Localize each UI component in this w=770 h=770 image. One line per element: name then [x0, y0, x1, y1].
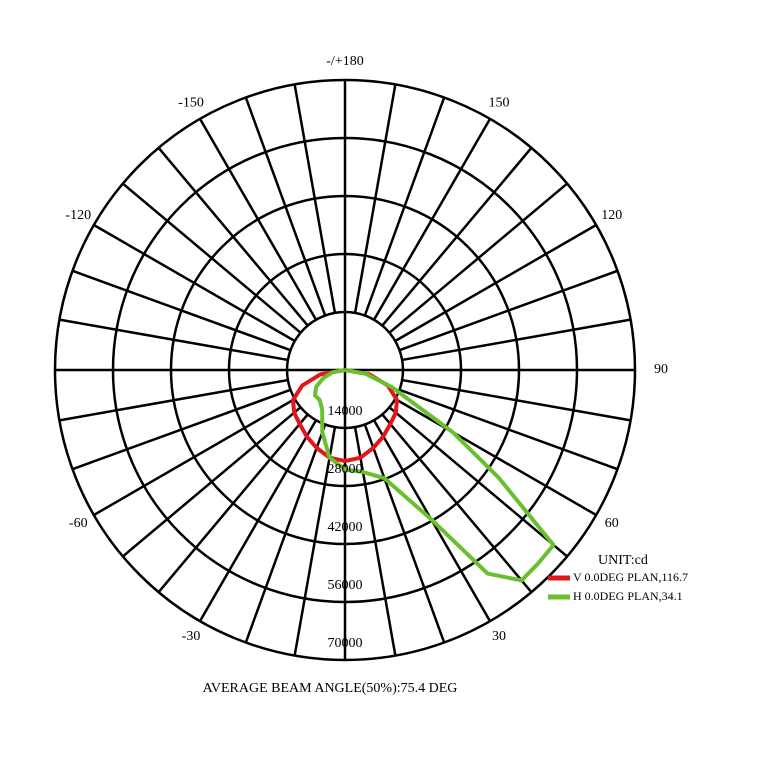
theta-tick-label: 30: [492, 629, 506, 644]
r-tick-label: 28000: [328, 462, 363, 477]
grid-ring: [227, 252, 463, 488]
theta-tick-label: 90: [654, 362, 668, 377]
theta-tick-label: 120: [601, 208, 622, 223]
unit-label: UNIT:cd: [598, 553, 648, 568]
theta-tick-label: -30: [182, 629, 201, 644]
grid-ring: [285, 310, 405, 430]
grid-ring: [111, 136, 579, 604]
legend-label: V 0.0DEG PLAN,116.7: [573, 570, 688, 584]
r-tick-label: 42000: [328, 520, 363, 535]
series-line: [291, 368, 399, 464]
grid-ring: [169, 194, 521, 546]
footnote: AVERAGE BEAM ANGLE(50%):75.4 DEG: [203, 681, 458, 696]
series-line: [312, 368, 556, 583]
theta-tick-label: -60: [69, 516, 88, 531]
legend-label: H 0.0DEG PLAN,34.1: [573, 589, 683, 603]
theta-tick-label: -150: [178, 95, 204, 110]
theta-tick-label: -/+180: [326, 54, 363, 69]
theta-tick-label: 150: [489, 95, 510, 110]
r-tick-label: 70000: [328, 636, 363, 651]
grid-ring: [53, 78, 637, 662]
theta-tick-label: 60: [605, 516, 619, 531]
theta-tick-label: -120: [65, 208, 91, 223]
r-tick-label: 14000: [328, 404, 363, 419]
r-tick-label: 56000: [328, 578, 363, 593]
